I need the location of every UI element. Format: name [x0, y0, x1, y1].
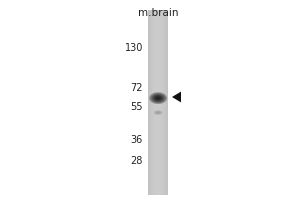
Polygon shape	[172, 92, 181, 102]
Text: 28: 28	[130, 156, 143, 166]
Text: 72: 72	[130, 83, 143, 93]
Text: m.brain: m.brain	[138, 8, 178, 18]
Text: 55: 55	[130, 102, 143, 112]
Text: 130: 130	[124, 43, 143, 53]
Text: 36: 36	[131, 135, 143, 145]
